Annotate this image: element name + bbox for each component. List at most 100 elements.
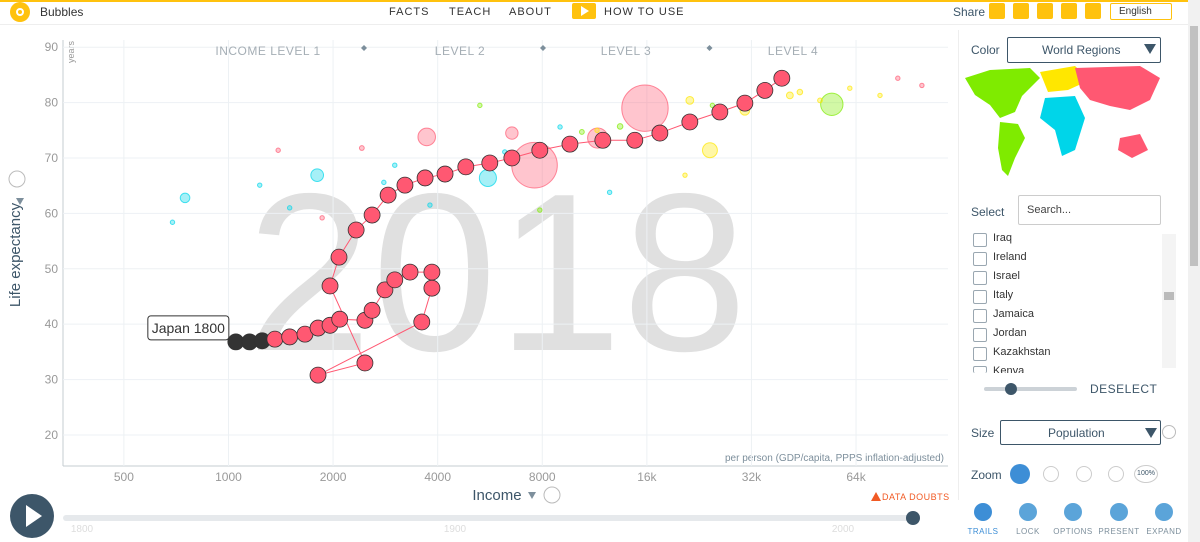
country-bubble [286, 205, 293, 211]
page-scroll-thumb[interactable] [1190, 26, 1198, 266]
y-tick-label: 80 [45, 96, 59, 110]
country-bubble [606, 189, 613, 196]
action-label[interactable]: OPTIONS [1053, 527, 1093, 536]
list-scroll-thumb[interactable] [1164, 292, 1174, 300]
y-tick-label: 20 [45, 428, 59, 442]
share-link[interactable] [1061, 3, 1077, 19]
zoom-out[interactable] [1076, 466, 1092, 482]
country-name: Italy [993, 289, 1014, 301]
country-bubble [594, 127, 600, 133]
action-icon[interactable] [1064, 503, 1082, 521]
nav-link[interactable]: ABOUT [509, 6, 552, 18]
deselect-button[interactable]: DESELECT [1090, 382, 1158, 396]
year-watermark: 2018 [247, 146, 748, 398]
nav-link[interactable]: HOW TO USE [604, 6, 685, 18]
x-help[interactable] [543, 486, 561, 504]
checkbox[interactable] [973, 271, 987, 285]
country-bubble [392, 162, 398, 168]
action-label[interactable]: LOCK [1016, 527, 1040, 536]
y-title-caret[interactable] [16, 198, 24, 205]
trail-label: Japan 1800 [152, 320, 225, 336]
share-twitter[interactable] [1013, 3, 1029, 19]
zoom-reset-label: 100% [1137, 470, 1155, 477]
trail-bubble [321, 277, 339, 295]
checkbox[interactable] [973, 309, 987, 323]
action-icon[interactable] [1019, 503, 1037, 521]
trail-bubble [416, 169, 434, 187]
country-bubble [417, 127, 436, 147]
share-facebook[interactable] [1037, 3, 1053, 19]
nav-link[interactable]: FACTS [389, 6, 430, 18]
country-bubble [685, 95, 695, 105]
zoom-pointer[interactable] [1010, 464, 1030, 484]
trail-bubble [436, 165, 454, 183]
country-bubble [621, 84, 669, 132]
search-input[interactable]: Search... [1018, 195, 1161, 225]
region-map[interactable] [965, 66, 1160, 176]
checkbox[interactable] [973, 366, 987, 373]
trail-bubble [347, 221, 365, 239]
checkbox[interactable] [973, 233, 987, 247]
action-label[interactable]: PRESENT [1098, 527, 1140, 536]
plot: 500 1000 2000 4000 8000 16k 32k 64k 20 30 40 50 60 70… [45, 40, 948, 484]
action-icon[interactable] [974, 503, 992, 521]
action-icon[interactable] [1155, 503, 1173, 521]
trail-bubble [423, 263, 441, 281]
opacity-track[interactable] [984, 387, 1077, 391]
country-bubble [817, 97, 823, 104]
data-doubts[interactable]: DATA DOUBTS [882, 492, 950, 502]
country-bubble [169, 219, 176, 225]
size-help[interactable] [1162, 425, 1176, 439]
y-tick-label: 60 [45, 206, 59, 220]
country-name: Jamaica [993, 308, 1034, 320]
x-title[interactable]: Income [472, 487, 521, 504]
trail-bubble [281, 328, 299, 346]
color-select[interactable]: World Regions [1007, 37, 1161, 63]
trail-bubble [773, 69, 791, 87]
nav-link[interactable]: TEACH [449, 6, 492, 18]
y-title[interactable]: Life expectancy [7, 202, 24, 307]
zoom-hand[interactable] [1108, 466, 1124, 482]
opacity-handle[interactable] [1005, 383, 1017, 395]
list-scrollbar[interactable] [1162, 234, 1176, 368]
trail-bubble [363, 206, 381, 224]
caret [1145, 428, 1157, 438]
timeline-handle[interactable] [906, 511, 920, 525]
zoom-in[interactable] [1043, 466, 1059, 482]
checkbox[interactable] [973, 347, 987, 361]
income-level: LEVEL 2 [435, 44, 485, 58]
x-tick-label: 32k [742, 470, 762, 484]
action-label[interactable]: TRAILS [967, 527, 999, 536]
share-email[interactable] [989, 3, 1005, 19]
x-tick-label: 8000 [529, 470, 556, 484]
size-select[interactable]: Population [1000, 420, 1161, 445]
trail-bubble [331, 310, 349, 328]
y-tick-label: 70 [45, 151, 59, 165]
checkbox[interactable] [973, 252, 987, 266]
header [0, 0, 1200, 25]
language-select[interactable]: English [1110, 3, 1172, 20]
share-embed[interactable] [1085, 3, 1101, 19]
trail-bubble [396, 176, 414, 194]
x-tick-label: 4000 [424, 470, 451, 484]
action-label[interactable]: EXPAND [1146, 527, 1182, 536]
income-level: LEVEL 3 [601, 44, 651, 58]
x-tick-label: 1000 [215, 470, 242, 484]
country-bubble [785, 91, 794, 100]
zoom-label: Zoom [971, 468, 1002, 482]
y-help[interactable] [8, 170, 26, 188]
action-icon[interactable] [1110, 503, 1128, 521]
timeline-track[interactable] [63, 515, 916, 521]
zoom-reset[interactable]: 100% [1134, 465, 1158, 483]
x-title-caret[interactable] [528, 492, 536, 499]
trail-bubble [711, 103, 729, 121]
country-bubble [919, 82, 925, 89]
checkbox[interactable] [973, 328, 987, 342]
warning-icon[interactable] [871, 492, 881, 501]
timeline-label: 2000 [832, 524, 855, 535]
checkbox[interactable] [973, 290, 987, 304]
size-value: Population [1048, 426, 1105, 440]
trail-bubble [457, 158, 475, 176]
country-bubble [682, 172, 688, 178]
